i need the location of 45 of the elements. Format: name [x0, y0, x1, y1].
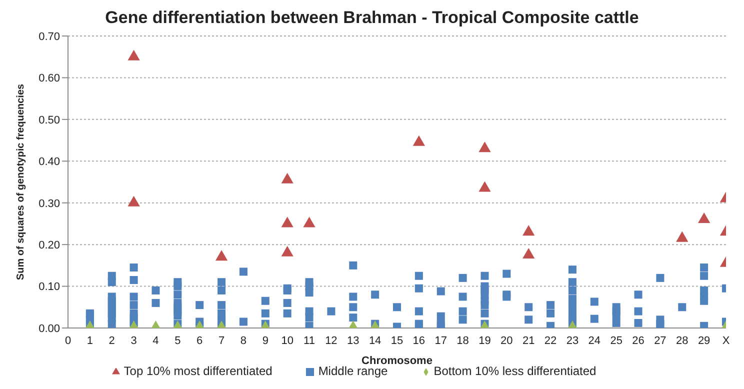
y-tick-label: 0.40 — [38, 156, 60, 168]
x-tick-label: 9 — [262, 334, 268, 347]
x-tick-label: 19 — [478, 334, 491, 347]
legend-label: Middle range — [318, 364, 388, 378]
legend-label: Bottom 10% less differentiated — [434, 364, 596, 378]
x-tick-label: 4 — [152, 334, 159, 347]
x-axis-title: Chromosome — [362, 355, 432, 367]
x-tick-label: 11 — [304, 334, 315, 347]
x-tick-label: 1 — [86, 334, 93, 347]
y-tick-label: 0.60 — [38, 72, 60, 85]
x-tick-label: 15 — [390, 334, 404, 347]
x-tick-label: 10 — [281, 334, 294, 347]
x-tick-label: 18 — [456, 334, 469, 347]
x-tick-label: 0 — [64, 334, 72, 347]
y-tick-label: 0.00 — [38, 322, 60, 335]
legend-label: Top 10% most differentiated — [124, 364, 272, 378]
x-tick-label: 13 — [347, 334, 360, 347]
y-tick-label: 0.70 — [38, 30, 60, 43]
x-tick-label: 29 — [698, 334, 710, 347]
x-tick-label: 26 — [632, 334, 644, 347]
x-tick-label: 14 — [368, 334, 382, 347]
x-tick-label: 28 — [676, 334, 688, 347]
x-tick-label: 16 — [412, 334, 426, 347]
y-tick-label: 0.20 — [38, 239, 60, 252]
x-tick-label: 6 — [196, 334, 203, 347]
y-tick-label: 0.50 — [38, 114, 60, 126]
y-axis-title: Sum of squares of genotypic frequencies — [16, 83, 27, 280]
x-tick-label: 3 — [130, 334, 137, 347]
x-tick-label: 22 — [544, 334, 557, 347]
x-tick-label: 24 — [588, 334, 601, 347]
chart-title: Gene differentiation between Brahman - Tropical Composite cattle — [104, 8, 640, 29]
x-tick-label: 7 — [218, 334, 225, 347]
x-tick-label: 25 — [610, 334, 622, 347]
x-tick-label: 2 — [108, 334, 115, 347]
x-tick-label: 12 — [325, 334, 338, 347]
y-tick-label: 0.10 — [38, 281, 60, 294]
x-tick-label: 23 — [566, 334, 579, 347]
y-tick-label: 0.30 — [38, 198, 60, 210]
x-tick-label: 21 — [522, 334, 535, 347]
x-tick-label: 17 — [434, 334, 447, 347]
x-tick-label: X — [722, 334, 730, 347]
x-tick-label: 8 — [240, 334, 247, 347]
x-tick-label: 27 — [654, 334, 666, 347]
x-tick-label: 20 — [500, 334, 513, 347]
x-tick-label: 5 — [174, 334, 181, 347]
